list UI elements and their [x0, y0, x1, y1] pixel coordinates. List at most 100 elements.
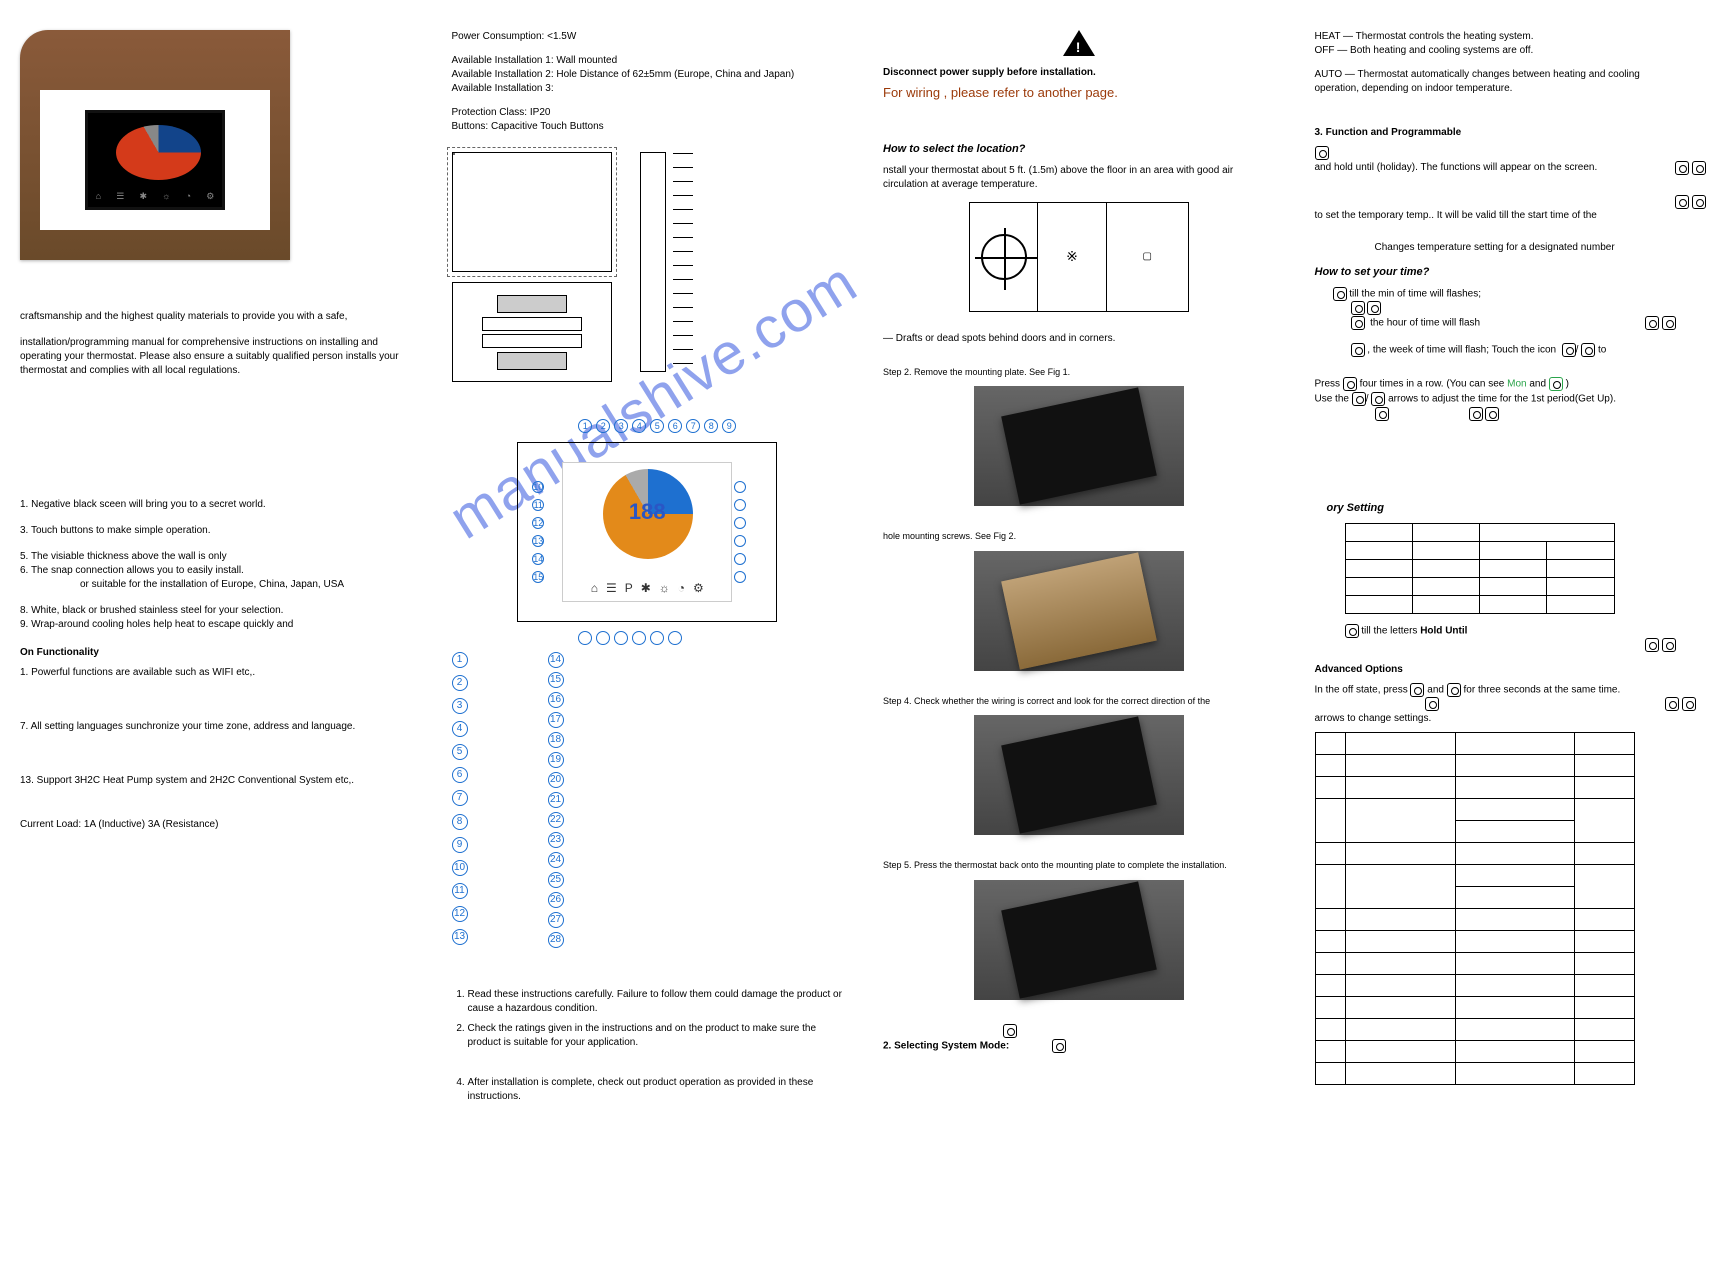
column-3: Disconnect power supply before installat…: [863, 0, 1295, 1263]
down-icon: [1692, 161, 1706, 175]
feat-1: 1. Negative black sceen will bring you t…: [20, 498, 412, 512]
func-13: 13. Support 3H2C Heat Pump system and 2H…: [20, 774, 412, 788]
func-7: 7. All setting languages sunchronize you…: [20, 720, 412, 734]
adv-icons: [1315, 697, 1707, 712]
caution-4: After installation is complete, check ou…: [468, 1076, 844, 1104]
mode-icon-2: [1052, 1039, 1066, 1053]
feat-9: 9. Wrap-around cooling holes help heat t…: [20, 618, 412, 632]
step4-caption: Step 4. Check whether the wiring is corr…: [883, 695, 1275, 708]
step4-figure: [974, 715, 1184, 835]
adv-title: Advanced Options: [1315, 663, 1707, 677]
thermo-icon-row: ⌂☰✱☼◔⚙: [88, 190, 222, 203]
feat-6: 6. The snap connection allows you to eas…: [20, 564, 412, 578]
dimension-diagrams: [452, 152, 844, 382]
key-columns: 12345678910111213 1415161718192021222324…: [452, 652, 844, 948]
step3-figure: [974, 551, 1184, 671]
board-diagram: [452, 282, 612, 382]
protection: Protection Class: IP20: [452, 106, 844, 120]
off-line: OFF — Both heating and cooling systems a…: [1315, 44, 1707, 58]
thermo-temp: 71: [143, 141, 163, 166]
caution-1: Read these instructions carefully. Failu…: [468, 988, 844, 1016]
thermostat-render: 71 ⌂☰✱☼◔⚙: [85, 110, 225, 210]
location-title: How to select the location?: [883, 142, 1275, 157]
temp-line: to set the temporary temp.. It will be v…: [1315, 209, 1707, 223]
room-diagram: ※ ▢: [969, 202, 1189, 312]
arrows-2: [1315, 195, 1707, 210]
step2-figure: [974, 386, 1184, 506]
hero-panel: 71 ⌂☰✱☼◔⚙: [20, 30, 290, 260]
intro-1: craftsmanship and the highest quality ma…: [20, 310, 412, 324]
time-2: the hour of time will flash: [1315, 316, 1707, 331]
current-load: Current Load: 1A (Inductive) 3A (Resista…: [20, 818, 412, 832]
feat-3: 3. Touch buttons to make simple operatio…: [20, 524, 412, 538]
arrows-3: [1315, 407, 1707, 422]
press-icon: [1315, 146, 1329, 160]
func-1: 1. Powerful functions are available such…: [20, 666, 412, 680]
caution-list: Read these instructions carefully. Failu…: [452, 988, 844, 1104]
desig-line: Changes temperature setting for a design…: [1315, 241, 1707, 255]
ory-title: ory Setting: [1315, 501, 1707, 516]
lcd-icons: ⌂☰P✱☼◔⚙: [591, 580, 704, 597]
functionality-title: On Functionality: [20, 646, 412, 660]
green-icon: [1549, 377, 1563, 391]
factory-table: [1345, 523, 1615, 614]
lcd-screen: 188 ⌂☰P✱☼◔⚙: [562, 462, 732, 602]
up-icon: [1675, 161, 1689, 175]
buttons-spec: Buttons: Capacitive Touch Buttons: [452, 120, 844, 134]
inst-2: Available Installation 2: Hole Distance …: [452, 68, 844, 82]
select-mode: 2. Selecting System Mode:: [883, 1039, 1275, 1054]
advanced-table: [1315, 732, 1635, 1085]
column-2: Power Consumption: <1.5W Available Insta…: [432, 0, 864, 1263]
callout-top: 123456789: [578, 419, 736, 433]
step5-figure: [974, 880, 1184, 1000]
use-arrows: Use the / arrows to adjust the time for …: [1315, 392, 1707, 407]
hero-image: 71 ⌂☰✱☼◔⚙: [40, 90, 270, 230]
arrows-4: [1315, 638, 1677, 653]
warning-icon: [1063, 30, 1095, 56]
disconnect-note: Disconnect power supply before installat…: [883, 66, 1275, 80]
mon-label: Mon: [1507, 379, 1526, 390]
mode-icon-1: [1003, 1024, 1017, 1038]
heat-line: HEAT — Thermostat controls the heating s…: [1315, 30, 1707, 44]
auto-line: AUTO — Thermostat automatically changes …: [1315, 68, 1707, 96]
column-1: 71 ⌂☰✱☼◔⚙ craftsmanship and the highest …: [0, 0, 432, 1263]
callout-right: [734, 481, 762, 583]
wiring-note: For wiring , please refer to another pag…: [883, 84, 1275, 102]
mode-icons: [883, 1024, 1275, 1039]
location-text: nstall your thermostat about 5 ft. (1.5m…: [883, 164, 1275, 192]
hold-line: and hold until (holiday). The functions …: [1315, 161, 1707, 175]
power: Power Consumption: <1.5W: [452, 30, 844, 44]
column-4: HEAT — Thermostat controls the heating s…: [1295, 0, 1726, 1263]
select-mode-label: 2. Selecting System Mode:: [883, 1040, 1009, 1051]
step5-caption: Step 5. Press the thermostat back onto t…: [883, 859, 1275, 872]
adv-line-2: arrows to change settings.: [1315, 712, 1707, 726]
caution-2: Check the ratings given in the instructi…: [468, 1022, 844, 1050]
key-right: 141516171819202122232425262728: [548, 652, 564, 948]
sec3-title: 3. Function and Programmable: [1315, 126, 1707, 140]
step3-caption: hole mounting screws. See Fig 2.: [883, 530, 1275, 543]
drafts-note: — Drafts or dead spots behind doors and …: [883, 332, 1275, 346]
intro-2: installation/programming manual for comp…: [20, 336, 412, 378]
callout-left: 101112131415: [532, 481, 560, 583]
lcd-temp: 188: [629, 497, 666, 528]
inst-3: Available Installation 3:: [452, 82, 844, 96]
sun-icon: [981, 234, 1027, 280]
time-3: , the week of time will flash; Touch the…: [1315, 343, 1707, 358]
feat-6b: or suitable for the installation of Euro…: [20, 578, 412, 592]
hold-icon-line: [1315, 146, 1707, 161]
time-2a: [1315, 301, 1707, 316]
lcd-callout-figure: 123456789 101112131415 188 ⌂☰P✱☼◔⚙: [517, 442, 777, 622]
press-4-line: Press four times in a row. (You can see …: [1315, 377, 1707, 392]
adv-line-1: In the off state, press and for three se…: [1315, 683, 1707, 698]
feat-5: 5. The visiable thickness above the wall…: [20, 550, 412, 564]
step2-caption: Step 2. Remove the mounting plate. See F…: [883, 366, 1275, 379]
feat-8: 8. White, black or brushed stainless ste…: [20, 604, 412, 618]
hold-until: till the letters Hold Until: [1315, 624, 1707, 639]
inst-1: Available Installation 1: Wall mounted: [452, 54, 844, 68]
time-title: How to set your time?: [1315, 265, 1707, 280]
feature-list: 1. Negative black sceen will bring you t…: [20, 498, 412, 632]
key-left: 12345678910111213: [452, 652, 468, 948]
time-1: till the min of time will flashes;: [1315, 287, 1707, 302]
callout-bottom: [578, 631, 682, 645]
dim-front-view: [452, 152, 612, 272]
